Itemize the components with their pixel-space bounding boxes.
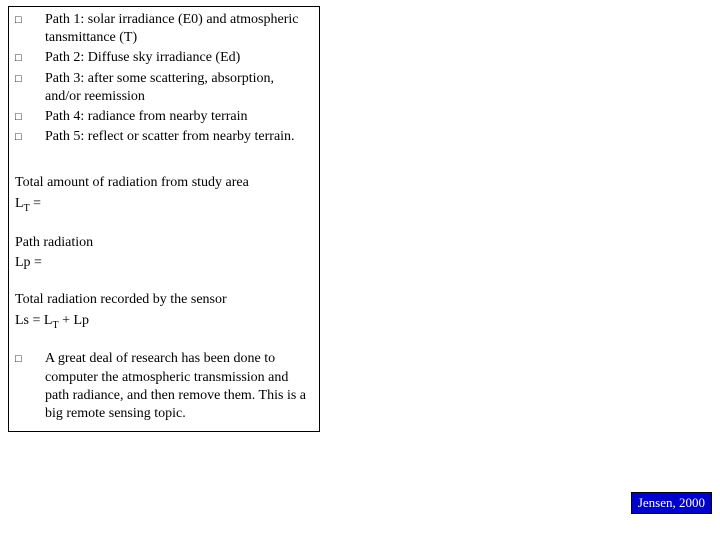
citation-badge: Jensen, 2000: [631, 492, 712, 514]
path3-text: Path 3: after some scattering, absorptio…: [45, 70, 313, 106]
closing-text: A great deal of research has been done t…: [45, 350, 313, 423]
path4-text: Path 4: radiance from nearby terrain: [45, 108, 313, 126]
ls-prefix: Ls = L: [15, 313, 52, 328]
ls-tail: + Lp: [59, 313, 89, 328]
path1-text: Path 1: solar irradiance (E0) and atmosp…: [45, 11, 313, 47]
paths-list: □ Path 1: solar irradiance (E0) and atmo…: [15, 11, 313, 146]
path2-text: Path 2: Diffuse sky irradiance (Ed): [45, 49, 313, 67]
list-item: □ Path 2: Diffuse sky irradiance (Ed): [15, 49, 313, 67]
bullet-icon: □: [15, 108, 45, 124]
list-item: □ Path 4: radiance from nearby terrain: [15, 108, 313, 126]
list-item: □ Path 1: solar irradiance (E0) and atmo…: [15, 11, 313, 47]
bullet-icon: □: [15, 11, 45, 27]
path5-text: Path 5: reflect or scatter from nearby t…: [45, 128, 313, 146]
list-item: □ Path 5: reflect or scatter from nearby…: [15, 128, 313, 146]
lt-equation: LT =: [15, 195, 313, 215]
bullet-icon: □: [15, 128, 45, 144]
slide-content-box: □ Path 1: solar irradiance (E0) and atmo…: [8, 6, 320, 432]
lt-eq-sign: =: [30, 196, 41, 211]
total-area-label: Total amount of radiation from study are…: [15, 174, 313, 193]
lt-var: L: [15, 196, 24, 211]
ls-equation: Ls = LT + Lp: [15, 312, 313, 332]
list-item: □ Path 3: after some scattering, absorpt…: [15, 70, 313, 106]
bullet-icon: □: [15, 350, 45, 366]
path-radiation-label: Path radiation: [15, 234, 313, 253]
bullet-icon: □: [15, 70, 45, 86]
closing-item: □ A great deal of research has been done…: [15, 350, 313, 423]
bullet-icon: □: [15, 49, 45, 65]
lp-equation: Lp =: [15, 254, 313, 273]
sensor-label: Total radiation recorded by the sensor: [15, 291, 313, 310]
